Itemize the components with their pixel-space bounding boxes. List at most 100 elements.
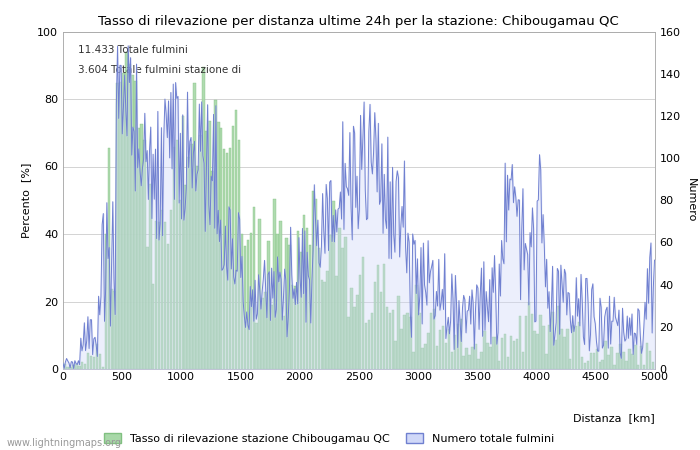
Bar	[498, 360, 500, 369]
Bar	[190, 144, 193, 369]
Bar	[220, 128, 223, 369]
Bar	[90, 356, 92, 369]
Bar	[309, 245, 312, 369]
Bar	[279, 220, 281, 369]
Bar	[341, 248, 344, 369]
Bar	[229, 148, 232, 369]
Bar	[483, 331, 486, 369]
Bar	[362, 256, 365, 369]
Bar	[93, 357, 95, 369]
Bar	[131, 75, 134, 369]
Bar	[395, 341, 397, 369]
Bar	[273, 199, 276, 369]
Bar	[113, 291, 116, 369]
Bar	[489, 347, 491, 369]
Y-axis label: Percento  [%]: Percento [%]	[22, 162, 32, 238]
Bar	[256, 323, 258, 369]
Title: Tasso di rilevazione per distanza ultime 24h per la stazione: Chibougamau QC: Tasso di rilevazione per distanza ultime…	[99, 14, 619, 27]
Bar	[258, 219, 261, 369]
Bar	[359, 274, 361, 369]
Bar	[199, 135, 202, 369]
Bar	[244, 246, 246, 369]
Bar	[300, 252, 302, 369]
Bar	[72, 365, 75, 369]
Bar	[81, 362, 83, 369]
Y-axis label: Numero: Numero	[686, 178, 696, 222]
Bar	[519, 316, 522, 369]
Bar	[99, 354, 101, 369]
Bar	[403, 315, 406, 369]
Bar	[551, 312, 554, 369]
Bar	[531, 314, 533, 369]
Bar	[486, 343, 489, 369]
Bar	[285, 238, 288, 369]
Bar	[507, 357, 510, 369]
Bar	[598, 362, 601, 369]
Bar	[637, 365, 640, 369]
Bar	[347, 317, 350, 369]
Bar	[622, 352, 624, 369]
Bar	[314, 199, 317, 369]
Bar	[149, 184, 151, 369]
Bar	[412, 352, 414, 369]
Bar	[575, 326, 577, 369]
Bar	[181, 116, 184, 369]
Bar	[120, 82, 122, 369]
Bar	[332, 201, 335, 369]
Bar	[563, 337, 566, 369]
Bar	[125, 53, 128, 369]
Bar	[448, 329, 450, 369]
Bar	[169, 210, 172, 369]
Bar	[504, 334, 506, 369]
Bar	[640, 346, 643, 369]
Bar	[214, 100, 216, 369]
Bar	[326, 271, 329, 369]
Bar	[246, 240, 249, 369]
Bar	[161, 210, 163, 369]
Bar	[249, 233, 252, 369]
Bar	[613, 365, 616, 369]
Bar	[398, 296, 400, 369]
Bar	[616, 353, 619, 369]
Bar	[442, 326, 444, 369]
Bar	[241, 234, 243, 369]
Bar	[510, 336, 512, 369]
Bar	[276, 234, 279, 369]
Bar	[193, 83, 196, 369]
Bar	[318, 248, 320, 369]
Bar	[265, 292, 267, 369]
Bar	[528, 302, 530, 369]
Bar	[217, 122, 220, 369]
Bar	[137, 128, 140, 369]
Bar	[545, 354, 548, 369]
Bar	[386, 307, 388, 369]
Bar	[516, 339, 518, 369]
Bar	[578, 322, 580, 369]
Bar	[178, 200, 181, 369]
Bar	[631, 354, 634, 369]
Bar	[475, 344, 477, 369]
Bar	[312, 191, 314, 369]
Bar	[427, 333, 430, 369]
Bar	[234, 109, 237, 369]
Bar	[468, 356, 471, 369]
Bar	[143, 140, 146, 369]
Bar	[211, 171, 214, 369]
Bar	[471, 347, 474, 369]
Bar	[338, 228, 341, 369]
Bar	[176, 140, 178, 369]
Bar	[87, 353, 90, 369]
Bar	[226, 153, 228, 369]
Bar	[596, 349, 598, 369]
Bar	[253, 207, 255, 369]
Bar	[620, 344, 622, 369]
Bar	[628, 349, 631, 369]
Bar	[188, 158, 190, 369]
Bar	[330, 235, 332, 369]
Bar	[608, 355, 610, 369]
Bar	[533, 331, 536, 369]
Bar	[365, 323, 368, 369]
Bar	[196, 166, 199, 369]
Bar	[374, 282, 377, 369]
Bar	[477, 359, 480, 369]
